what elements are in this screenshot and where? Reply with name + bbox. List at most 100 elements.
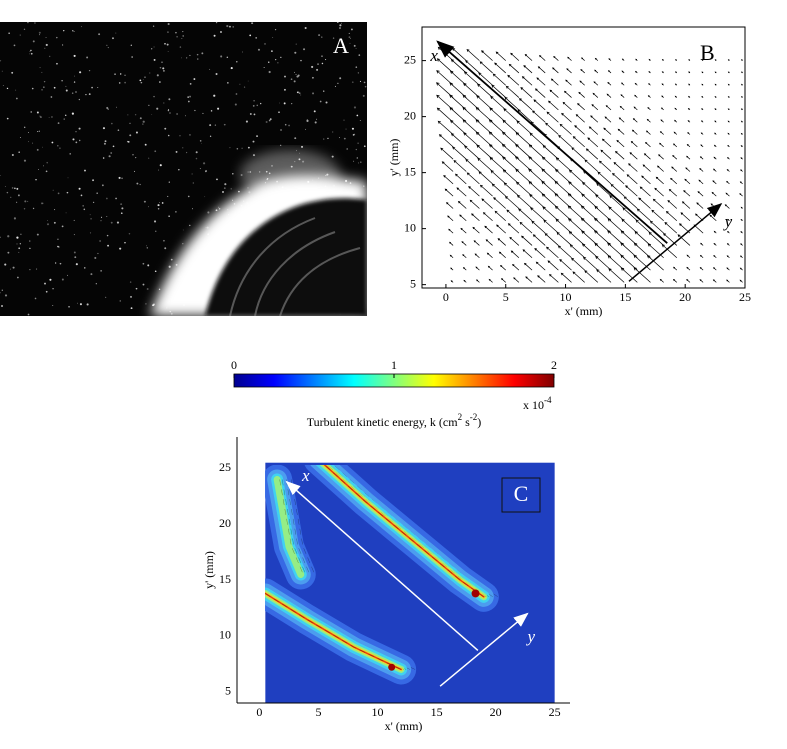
speckle: [31, 87, 34, 90]
vector-arrow: [519, 221, 533, 234]
speckle: [43, 86, 45, 88]
speckle: [334, 85, 336, 87]
speckle: [360, 161, 362, 163]
speckle: [245, 120, 248, 123]
speckle: [35, 179, 37, 181]
vector-arrow: [621, 70, 625, 74]
vector-arrow: [512, 263, 520, 271]
vector-arrow: [620, 94, 625, 98]
speckle: [28, 240, 31, 242]
vector-arrow: [446, 202, 454, 209]
vector-arrow: [516, 120, 533, 135]
vector-arrow: [727, 218, 730, 222]
speckle: [351, 127, 354, 130]
speckle: [23, 126, 26, 129]
x-tick-label: 15: [431, 705, 443, 719]
speckle: [306, 119, 309, 123]
speckle: [100, 270, 102, 272]
vector-arrow: [618, 117, 625, 123]
speckle: [296, 91, 299, 94]
speckle: [49, 55, 51, 58]
y-axis-annotation: y: [525, 627, 535, 646]
speckle: [56, 62, 58, 65]
speckle: [120, 212, 123, 215]
vector-arrow: [643, 153, 651, 160]
speckle: [269, 118, 272, 121]
vector-arrow: [623, 196, 638, 209]
vector-arrow: [505, 85, 520, 98]
speckle: [18, 151, 20, 154]
speckle: [220, 55, 223, 58]
speckle: [218, 206, 220, 208]
vector-arrow: [594, 69, 599, 74]
vector-arrow: [581, 243, 599, 259]
colorbar-tick-label: 1: [391, 358, 397, 372]
vector-arrow: [632, 118, 638, 123]
speckle: [29, 50, 31, 52]
speckle: [38, 31, 41, 34]
speckle: [187, 96, 189, 98]
speckle: [115, 32, 117, 34]
vector-arrow: [726, 169, 730, 172]
speckle: [356, 157, 358, 159]
speckle: [153, 95, 155, 98]
vector-arrow: [565, 79, 572, 86]
vector-arrow: [616, 139, 625, 148]
speckle: [30, 49, 32, 52]
y-direction-arrow: [628, 203, 723, 282]
speckle: [102, 157, 105, 159]
speckle: [91, 86, 93, 89]
speckle: [23, 159, 27, 162]
vector-arrow: [457, 200, 467, 209]
speckle: [19, 34, 21, 36]
speckle: [343, 137, 346, 140]
speckle: [303, 48, 306, 51]
vector-arrow: [648, 71, 651, 74]
vector-arrow: [688, 59, 691, 61]
speckle: [83, 208, 86, 211]
vector-arrow: [478, 171, 493, 185]
speckle: [263, 66, 265, 68]
vector-arrow: [539, 55, 546, 61]
speckle: [47, 220, 48, 221]
speckle: [41, 202, 43, 205]
vector-arrow: [571, 147, 585, 160]
x-tick-label: 15: [619, 290, 631, 304]
speckle: [15, 89, 17, 91]
y-tick-label: 25: [404, 52, 416, 66]
speckle: [163, 239, 165, 242]
speckle: [346, 148, 349, 150]
speckle: [189, 82, 192, 85]
vector-arrow: [449, 70, 467, 86]
vector-arrow: [661, 59, 664, 61]
speckle: [291, 102, 293, 105]
vector-arrow: [497, 238, 506, 246]
speckle: [13, 44, 16, 47]
vector-arrow: [553, 55, 559, 61]
vector-arrow: [530, 121, 546, 135]
colorbar-multiplier: x 10-4: [523, 395, 552, 412]
speckle: [116, 221, 120, 224]
vector-arrow: [450, 133, 467, 148]
vector-arrow: [575, 114, 585, 123]
vector-arrow: [660, 107, 664, 111]
speckle: [63, 29, 65, 32]
speckle: [73, 233, 76, 236]
vector-arrow: [727, 96, 730, 98]
speckle: [317, 63, 319, 66]
speckle: [349, 38, 351, 40]
vector-arrow: [463, 82, 480, 98]
vector-arrow: [714, 71, 717, 74]
vector-arrow: [479, 184, 493, 197]
vector-arrow: [619, 105, 625, 111]
speckle: [157, 207, 160, 210]
speckle: [205, 170, 208, 172]
speckle: [358, 54, 361, 56]
contour-line: [279, 479, 304, 575]
vector-arrow: [583, 170, 599, 185]
speckle: [230, 188, 232, 190]
vector-arrow: [645, 141, 651, 148]
vector-arrow: [506, 209, 520, 222]
speckle: [210, 110, 213, 112]
vector-arrow: [563, 90, 572, 98]
